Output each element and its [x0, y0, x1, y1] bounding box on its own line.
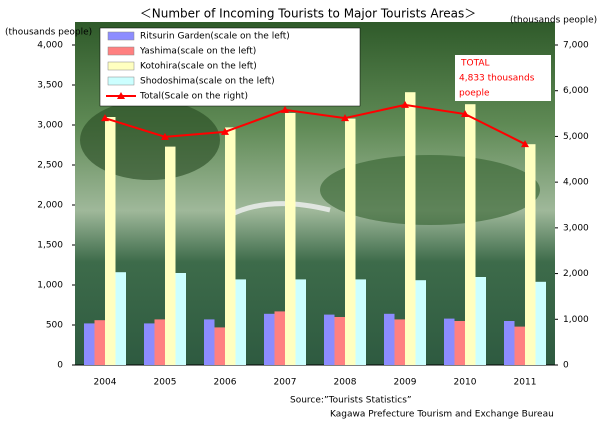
bar	[355, 279, 366, 365]
y2-tick-label: 2,000	[563, 269, 589, 279]
x-tick-label: 2011	[514, 378, 537, 388]
bar	[454, 321, 465, 365]
bar	[324, 314, 335, 365]
bar	[405, 92, 416, 365]
legend-swatch	[107, 31, 135, 41]
legend-swatch	[107, 46, 135, 56]
chart-title: ＜Number of Incoming Tourists to Major To…	[140, 7, 476, 21]
y-tick-label: 4,000	[37, 41, 63, 51]
bar	[94, 320, 105, 365]
legend-label: Total(Scale on the right)	[139, 92, 248, 102]
legend-label: Yashima(scale on the left)	[139, 47, 256, 57]
y-axis-label: (thousands people)	[5, 28, 92, 38]
bar	[295, 279, 306, 365]
bar	[514, 326, 525, 365]
line	[104, 103, 526, 145]
legend	[99, 27, 361, 107]
bar	[394, 319, 405, 365]
annotation: 4,833 thousands	[459, 74, 535, 84]
x-tick-label: 2010	[454, 378, 477, 388]
x-tick-label: 2008	[334, 378, 357, 388]
source: Kagawa Prefecture Tourism and Exchange B…	[330, 410, 554, 420]
annotation: poeple	[459, 89, 490, 99]
line-marker	[341, 114, 349, 122]
y2-tick-label: 1,000	[563, 315, 589, 325]
line-marker	[521, 140, 529, 148]
bar	[165, 146, 176, 365]
bar	[204, 319, 215, 365]
y-tick-label: 1,000	[37, 281, 63, 291]
y2-tick-label: 7,000	[563, 41, 589, 51]
y-tick-label: 1,500	[37, 241, 63, 251]
photo-bridge	[228, 201, 331, 218]
bar	[175, 273, 186, 365]
y2-axis-label: (thousands people)	[510, 16, 597, 26]
line-marker	[401, 100, 409, 108]
bar	[535, 281, 546, 365]
y2-tick-label: 4,000	[563, 178, 589, 188]
legend-swatch	[107, 76, 135, 86]
bar	[225, 127, 236, 366]
line-marker	[461, 110, 469, 118]
y-tick-label: 0	[57, 361, 63, 371]
bar	[84, 323, 95, 365]
bar	[144, 323, 155, 365]
bar	[285, 113, 296, 365]
y2-tick-label: 5,000	[563, 132, 589, 142]
legend-swatch	[107, 61, 135, 71]
photo-foliage	[320, 155, 540, 225]
x-tick-label: 2004	[94, 378, 117, 388]
bar	[384, 313, 395, 365]
line-marker	[101, 114, 109, 122]
bar	[235, 279, 246, 365]
bar	[444, 318, 455, 365]
y2-tick-label: 0	[563, 361, 569, 371]
y-tick-label: 3,500	[37, 81, 63, 91]
bar	[214, 327, 225, 365]
line-marker	[221, 127, 229, 135]
line-marker	[161, 132, 169, 140]
bar	[264, 313, 275, 365]
x-tick-label: 2009	[394, 378, 417, 388]
bar	[115, 272, 126, 365]
x-tick-label: 2005	[154, 378, 177, 388]
y-tick-label: 2,000	[37, 201, 63, 211]
legend-swatch	[117, 92, 125, 99]
y2-tick-label: 6,000	[563, 86, 589, 96]
y-tick-label: 500	[46, 321, 63, 331]
bar	[415, 280, 426, 365]
x-tick-label: 2006	[214, 378, 237, 388]
source: Source:”Tourists Statistics”	[290, 396, 412, 406]
bar	[154, 319, 165, 365]
bar	[465, 104, 476, 365]
bar	[334, 317, 345, 365]
bar	[475, 277, 486, 365]
legend-label: Shodoshima(scale on the left)	[140, 77, 275, 87]
annotation-box	[455, 55, 551, 101]
bar	[525, 144, 536, 365]
y-tick-label: 2,500	[37, 161, 63, 171]
x-tick-label: 2007	[274, 378, 297, 388]
bar	[274, 311, 285, 365]
bar	[105, 117, 116, 365]
bar	[345, 118, 356, 365]
y2-tick-label: 3,000	[563, 223, 589, 233]
line-marker	[281, 105, 289, 113]
legend-label: Ritsurin Garden(scale on the left)	[140, 32, 290, 42]
y-tick-label: 3,000	[37, 121, 63, 131]
bar	[504, 321, 515, 365]
photo-foliage	[80, 100, 220, 180]
annotation: TOTAL	[460, 59, 490, 69]
legend-label: Kotohira(scale on the left)	[140, 62, 257, 72]
